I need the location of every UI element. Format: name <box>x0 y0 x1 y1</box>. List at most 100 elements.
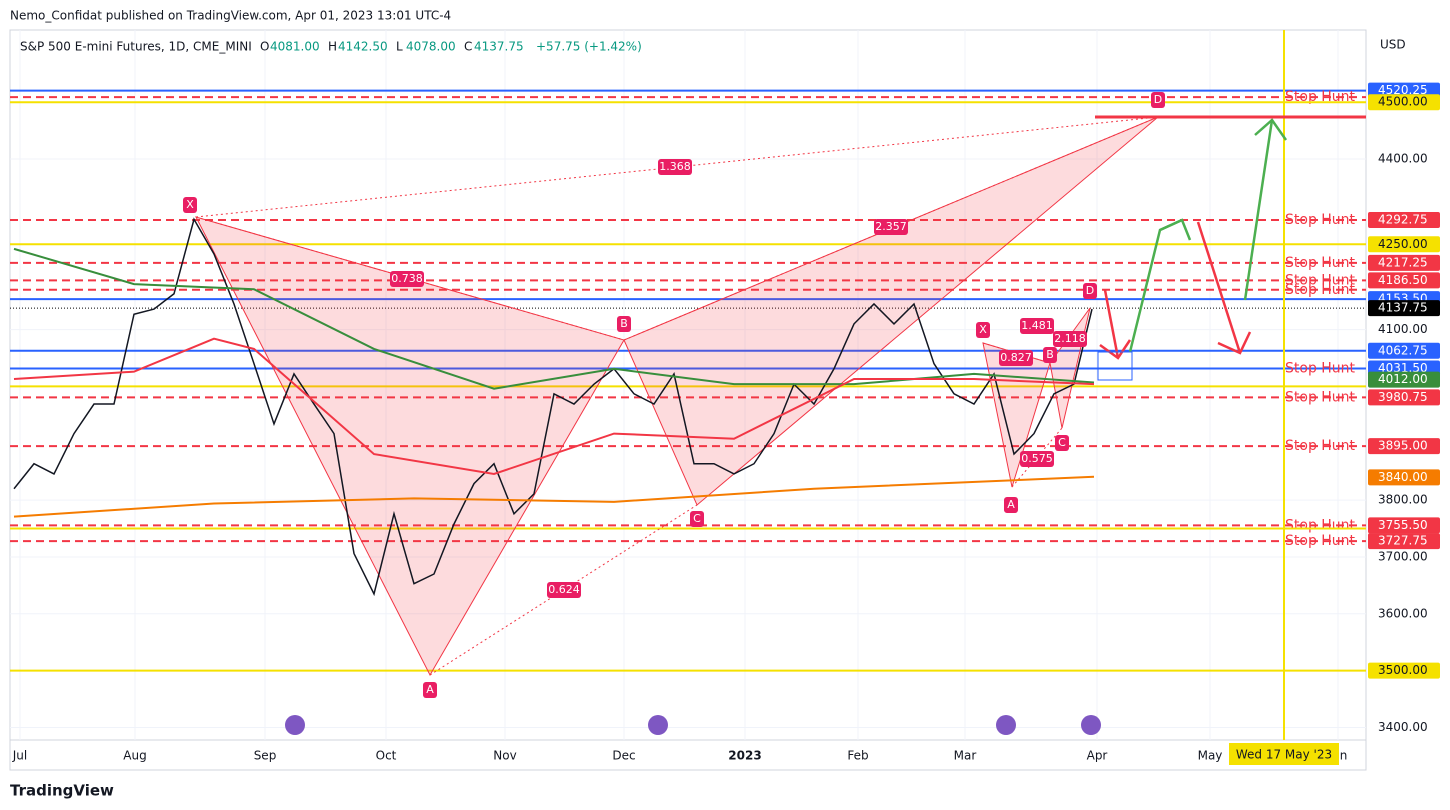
arrow-head <box>1254 118 1288 141</box>
ratio-box <box>390 271 424 287</box>
event-icon <box>1081 715 1101 735</box>
pattern-point: C <box>1058 436 1066 449</box>
level-note: Stop Hunt <box>1285 89 1356 105</box>
price-line <box>13 217 1093 597</box>
ratio-box <box>1053 331 1087 347</box>
arrow-head <box>1099 339 1132 360</box>
price-label: 3755.50 <box>1378 518 1428 532</box>
ohlc-key: O <box>260 40 269 54</box>
pattern-point: D <box>1154 93 1162 106</box>
ratio-label: 0.575 <box>1021 452 1053 465</box>
ohlc-key: H <box>328 40 337 54</box>
currency: USD <box>1380 38 1406 52</box>
price-label: 3895.00 <box>1378 439 1428 453</box>
pattern-point: A <box>426 683 434 696</box>
price-label: 4137.75 <box>1378 301 1428 315</box>
pattern-point-box <box>1151 92 1165 108</box>
ratio-box <box>658 159 692 175</box>
ohlc-value: 4081.00 <box>270 40 320 54</box>
pattern-point-box <box>1055 435 1069 451</box>
level-note: Stop Hunt <box>1285 438 1356 454</box>
pattern-dotted <box>982 342 1051 364</box>
price-label-box <box>1368 94 1440 111</box>
price-label: 4186.50 <box>1378 273 1428 287</box>
event-icons <box>285 715 1101 735</box>
pattern-point-box <box>1083 283 1097 299</box>
price-label: 4520.25 <box>1378 83 1428 97</box>
forecast-arrows <box>1095 115 1366 381</box>
event-icon <box>996 715 1016 735</box>
level-note: Stop Hunt <box>1285 212 1356 228</box>
pattern-point-box <box>1004 497 1018 513</box>
ohlc-value: 4078.00 <box>406 40 456 54</box>
entry-box <box>1097 351 1133 381</box>
pattern-point: C <box>693 512 701 525</box>
ohlc-value: 4137.75 <box>474 40 524 54</box>
price-label-box <box>1368 469 1440 486</box>
x-tick-label: Aug <box>123 749 146 763</box>
x-tick-label: Jul <box>12 749 27 763</box>
symbol-name: S&P 500 E-mini Futures, 1D, CME_MINI <box>20 40 252 54</box>
level-note: Stop Hunt <box>1285 533 1356 549</box>
y-tick-label: 3600.00 <box>1378 606 1428 620</box>
y-tick-label: 3700.00 <box>1378 549 1428 563</box>
pattern-point-box <box>617 316 631 332</box>
ratio-label: 2.118 <box>1054 332 1086 345</box>
event-icon <box>285 715 305 735</box>
price-label-box <box>1368 517 1440 534</box>
ratio-label: 2.357 <box>875 220 907 233</box>
arrow-up <box>1243 119 1274 301</box>
price-label: 3840.00 <box>1378 470 1428 484</box>
pattern-dotted <box>623 116 1159 341</box>
y-tick-label: 3400.00 <box>1378 720 1428 734</box>
pattern-point-box <box>690 511 704 527</box>
pattern-dotted <box>195 116 1159 218</box>
pattern-point: A <box>1007 498 1015 511</box>
pattern-point: X <box>186 198 194 211</box>
ratio-box <box>547 582 581 598</box>
price-label: 4250.00 <box>1378 237 1428 251</box>
level-note: Stop Hunt <box>1285 255 1356 271</box>
price-label: 3500.00 <box>1378 663 1428 677</box>
x-tick-label: Sep <box>254 749 277 763</box>
level-note: Stop Hunt <box>1285 282 1356 298</box>
price-label: 4292.75 <box>1378 213 1428 227</box>
level-note: Stop Hunt <box>1285 272 1356 288</box>
moving-average <box>13 475 1095 518</box>
arrow-head <box>1159 218 1192 241</box>
ratio-label: 0.624 <box>548 583 580 596</box>
ohlc-legend: O 4081.00 H 4142.50 L 4078.00 C 4137.75 +57.75 (… <box>260 40 642 54</box>
pattern-point: X <box>979 323 987 336</box>
moving-average <box>13 337 1095 475</box>
cursor-label-box <box>1229 743 1339 765</box>
price-label: 4031.50 <box>1378 361 1428 375</box>
x-tick-label: Mar <box>954 749 977 763</box>
axes: 3400.00 3600.00 3700.00 3800.00 4100.00 4400.… <box>12 82 1440 765</box>
pattern-point: B <box>1046 348 1054 361</box>
published-line: Nemo_Confidat published on TradingView.c… <box>10 9 451 23</box>
ratio-label: 1.368 <box>659 160 691 173</box>
series <box>13 217 1095 597</box>
price-label-box <box>1368 371 1440 388</box>
price-label-box <box>1368 662 1440 679</box>
price-label: 4217.25 <box>1378 255 1428 269</box>
price-label-box <box>1368 236 1440 253</box>
ratio-label: 0.827 <box>1000 351 1032 364</box>
ratio-box <box>999 350 1033 366</box>
arrow-down <box>1196 221 1242 354</box>
x-tick-label: Dec <box>612 749 635 763</box>
price-label-box <box>1368 438 1440 455</box>
price-label: 4012.00 <box>1378 372 1428 386</box>
ratio-label: 1.481 <box>1021 319 1053 332</box>
price-label-box <box>1368 272 1440 289</box>
price-label-box <box>1368 342 1440 359</box>
footer-logo: TradingView <box>10 782 114 800</box>
pattern-point: D <box>1086 284 1094 297</box>
ratio-label: 0.738 <box>391 272 423 285</box>
x-tick-label: May <box>1198 749 1223 763</box>
price-label: 4062.75 <box>1378 343 1428 357</box>
arrow-down <box>1103 289 1120 359</box>
